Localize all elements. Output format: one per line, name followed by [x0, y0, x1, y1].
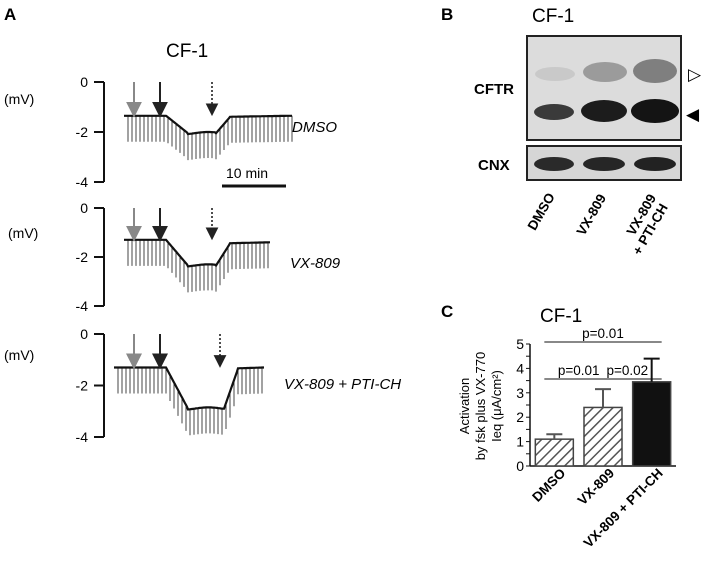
y-tick-label: 2	[516, 409, 524, 425]
y-tick-label: 4	[516, 360, 524, 376]
panel-c-letter: C	[441, 302, 453, 321]
trace-axis-tick-label: -2	[76, 124, 89, 140]
trace-group: 0 -2 -4 (mV) DMSO	[4, 74, 337, 190]
trace-axis-tick-label: -2	[76, 249, 89, 265]
bar	[534, 438, 575, 467]
panel-c: C CF-1 Activation by fsk plus VX-770 Ieq…	[441, 302, 676, 551]
band-label-cftr: CFTR	[474, 81, 514, 98]
voltage-traces: 0 -2 -4 (mV) DMSO 0 -2 -4 (mV) VX-809 0 -2 -4 (mV) VX-…	[4, 74, 401, 445]
y-tick-label: 0	[516, 458, 524, 474]
trace-unit-label: (mV)	[8, 225, 38, 241]
trace-pulses	[117, 367, 263, 436]
p-value-label: p=0.01	[558, 363, 600, 378]
p-value-label: p=0.01	[582, 326, 624, 341]
cftr-blot	[526, 35, 682, 141]
p-value-label: p=0.02	[606, 363, 648, 378]
trace-axis-tick-label: -4	[76, 174, 89, 190]
panel-b-letter: B	[441, 5, 453, 24]
panel-a-letter: A	[4, 5, 16, 24]
trace-pulses	[127, 239, 269, 293]
ylabel-line-2: by fsk plus VX-770	[473, 352, 488, 460]
trace-axis-tick-label: 0	[80, 326, 88, 342]
lane-label-dmso: DMSO	[525, 190, 558, 233]
trace-unit-label: (mV)	[4, 347, 34, 363]
panel-a-title: CF-1	[166, 41, 208, 62]
panel-c-title: CF-1	[540, 306, 582, 327]
y-tick-label: 1	[516, 434, 524, 450]
ylabel-line-3: Ieq (μA/cm²)	[489, 370, 504, 442]
trace-axis-tick-label: 0	[80, 200, 88, 216]
core-band-marker: ◀	[686, 105, 700, 124]
bar	[583, 406, 623, 467]
scale-bar-label: 10 min	[226, 165, 268, 181]
trace-axis-tick-label: -4	[76, 429, 89, 445]
trace-axis-tick-label: 0	[80, 74, 88, 90]
complex-band-marker: ▷	[688, 65, 702, 84]
trace-group: 0 -2 -4 (mV) VX-809	[8, 200, 341, 314]
panel-b-title: CF-1	[532, 6, 574, 27]
trace-condition-label: VX-809	[290, 255, 341, 272]
bar	[631, 381, 672, 467]
trace-line	[124, 238, 270, 268]
trace-group: 0 -2 -4 (mV) VX-809 + PTI-CH	[4, 326, 401, 445]
trace-line	[124, 114, 292, 136]
panel-c-ylabel: Activation by fsk plus VX-770 Ieq (μA/cm…	[457, 352, 504, 460]
category-label: VX-809	[575, 466, 617, 508]
trace-axis-tick-label: -4	[76, 298, 89, 314]
trace-condition-label: DMSO	[292, 119, 337, 136]
trace-condition-label: VX-809 + PTI-CH	[284, 376, 401, 393]
y-tick-label: 5	[516, 336, 524, 352]
category-label: DMSO	[529, 466, 568, 505]
y-tick-label: 3	[516, 385, 524, 401]
lane-label-vx809: VX-809	[574, 191, 610, 237]
band-label-cnx: CNX	[478, 157, 510, 174]
panel-a: A CF-1 0 -2 -4 (mV) DMSO 0 -2 -4 (mV) VX-809 0 -2 -4…	[4, 5, 401, 445]
trace-axis-tick-label: -2	[76, 378, 89, 394]
trace-pulses	[127, 115, 293, 161]
ylabel-line-1: Activation	[457, 378, 472, 434]
cnx-blot	[526, 145, 682, 181]
trace-unit-label: (mV)	[4, 91, 34, 107]
panel-b: B CF-1 CFTR CNX ▷ ◀ DMSO	[441, 5, 702, 258]
